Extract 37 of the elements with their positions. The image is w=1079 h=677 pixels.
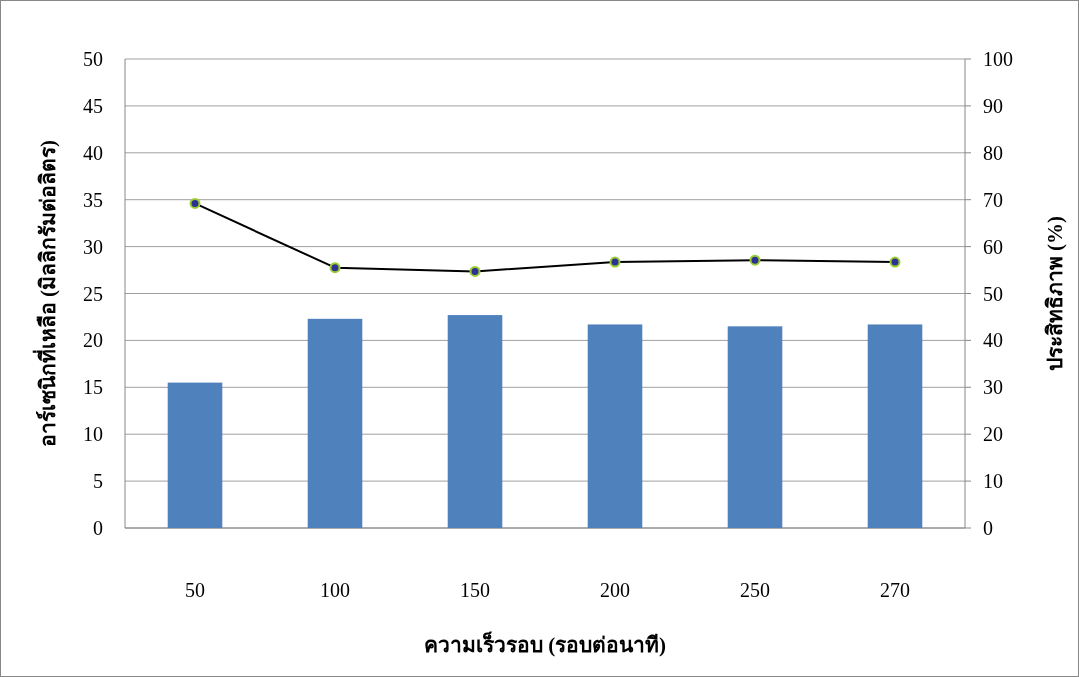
y-tick-label: 5 bbox=[93, 470, 103, 493]
bar bbox=[447, 315, 503, 528]
bar bbox=[727, 326, 783, 528]
x-tick-label: 270 bbox=[880, 579, 910, 601]
y2-tick-label: 100 bbox=[983, 48, 1013, 70]
y-tick-label: 0 bbox=[93, 517, 103, 539]
y-tick-label: 15 bbox=[83, 376, 103, 399]
y2-tick-label: 70 bbox=[983, 188, 1003, 211]
y-tick-label: 20 bbox=[83, 329, 103, 352]
bar bbox=[307, 318, 363, 528]
y2-tick-label: 10 bbox=[983, 470, 1003, 493]
x-tick-label: 150 bbox=[460, 579, 490, 601]
y2-tick-label: 30 bbox=[983, 376, 1003, 399]
y2-tick-label: 0 bbox=[983, 517, 993, 539]
x-tick-label: 250 bbox=[740, 579, 770, 601]
bar bbox=[167, 382, 223, 528]
y2-axis-title: ประสิทธิภาพ (%) bbox=[1043, 215, 1067, 372]
x-axis-title: ความเร็วรอบ (รอบต่อนาที) bbox=[423, 631, 667, 657]
y-axis-title: อาร์เซนิกที่เหลือ (มิลลิกรัมต่อลิตร) bbox=[32, 139, 60, 448]
y2-tick-label: 60 bbox=[983, 235, 1003, 258]
y-tick-label: 30 bbox=[83, 235, 103, 258]
y-tick-label: 45 bbox=[83, 94, 103, 117]
y2-tick-label: 80 bbox=[983, 141, 1003, 164]
y2-tick-label: 40 bbox=[983, 329, 1003, 352]
bar bbox=[587, 324, 643, 528]
x-tick-label: 50 bbox=[185, 579, 205, 601]
bar bbox=[867, 324, 923, 528]
y-tick-label: 10 bbox=[83, 423, 103, 446]
y2-tick-label: 20 bbox=[983, 423, 1003, 446]
y-tick-label: 25 bbox=[83, 282, 103, 305]
y-tick-label: 40 bbox=[83, 141, 103, 164]
y-tick-label: 50 bbox=[83, 48, 103, 70]
x-tick-label: 100 bbox=[320, 579, 350, 601]
y-tick-label: 35 bbox=[83, 188, 103, 211]
x-tick-label: 200 bbox=[600, 579, 630, 601]
y2-tick-label: 50 bbox=[983, 282, 1003, 305]
y2-tick-label: 90 bbox=[983, 94, 1003, 117]
